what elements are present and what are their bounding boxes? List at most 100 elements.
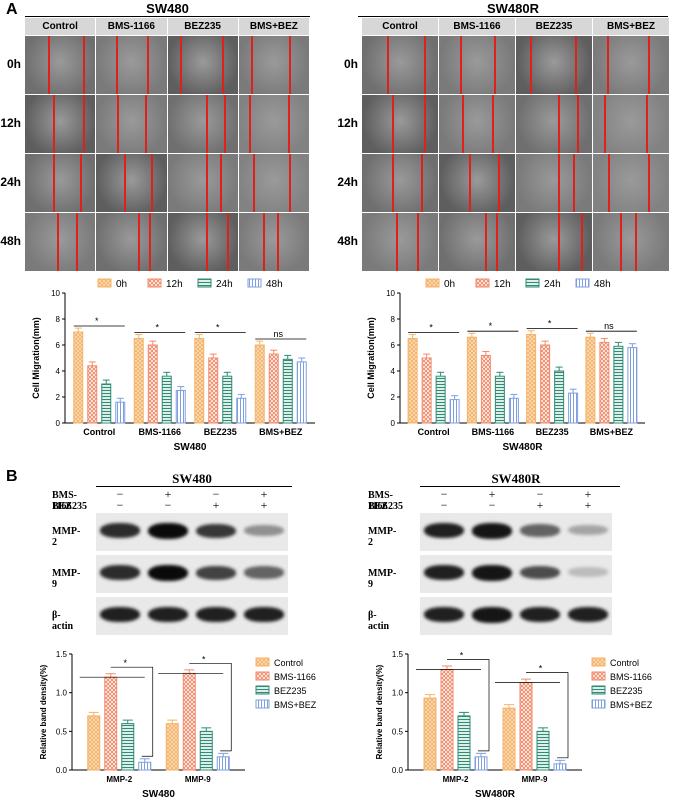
y-tick-label: 6 — [391, 341, 396, 350]
protein-label: MMP-2 — [52, 526, 81, 548]
treatment-sign: + — [584, 487, 592, 501]
scratch-edge-line — [392, 95, 395, 153]
bar — [508, 397, 519, 424]
scratch-edge-line — [484, 213, 487, 271]
scratch-col-header: BMS+BEZ — [593, 18, 669, 35]
scratch-row-label: 12h — [0, 116, 21, 130]
scratch-image — [25, 154, 96, 212]
scratch-edge-line — [138, 213, 141, 271]
category-label: BMS+BEZ — [259, 427, 303, 437]
treatment-sign: − — [212, 487, 220, 501]
legend-swatch — [255, 699, 270, 709]
scratch-row-label: 24h — [0, 175, 21, 189]
sw480r-scratch-title: SW480R — [486, 1, 540, 16]
significance-mark: * — [429, 323, 433, 333]
scratch-col-header: BEZ235 — [167, 18, 238, 35]
bar — [296, 361, 307, 424]
blot-band — [100, 565, 140, 581]
blot-band — [148, 565, 188, 581]
scratch-edge-line — [573, 154, 575, 212]
category-label: MMP-2 — [443, 775, 469, 784]
bar — [138, 761, 152, 771]
y-tick-label: 0 — [56, 419, 61, 428]
scratch-edge-line — [223, 95, 226, 153]
scratch-edge-line — [124, 154, 127, 212]
category-label: BEZ235 — [204, 427, 237, 437]
blot-band — [568, 525, 608, 536]
protein-label: β-actin — [368, 610, 390, 632]
scratch-col-header: BEZ235 — [516, 18, 592, 35]
bar — [407, 338, 418, 424]
bar — [222, 375, 233, 424]
scratch-image — [96, 95, 167, 153]
y-tick-label: 2 — [391, 393, 396, 402]
legend-swatch — [591, 657, 606, 667]
scratch-edge-line — [180, 36, 183, 94]
scratch-edge-line — [461, 95, 464, 153]
scratch-edge-line — [493, 36, 496, 94]
bar — [236, 397, 247, 424]
blot-band — [568, 567, 608, 577]
scratch-edge-line — [387, 36, 390, 94]
blot-band — [196, 523, 236, 538]
bar — [553, 763, 567, 771]
significance-mark: * — [155, 323, 159, 333]
treatment-label: BEZ235 — [52, 501, 88, 512]
legend-label: 24h — [544, 279, 561, 290]
bar — [568, 392, 579, 424]
legend-swatch — [525, 278, 540, 288]
scratch-image — [439, 213, 515, 271]
significance-mark: * — [123, 658, 127, 668]
scratch-image — [167, 213, 238, 271]
treatment-label: BMS-1166 — [52, 490, 77, 512]
legend-swatch — [591, 699, 606, 709]
significance-mark: * — [548, 319, 552, 329]
scratch-edge-line — [529, 36, 532, 94]
legend-swatch — [591, 685, 606, 695]
blot-band — [472, 607, 512, 623]
significance-mark: * — [489, 321, 493, 331]
bar — [216, 756, 230, 771]
treatment-sign: + — [260, 498, 268, 512]
y-tick-label: 0 — [391, 419, 396, 428]
scratch-image — [238, 154, 309, 212]
bar — [423, 697, 437, 771]
bar — [104, 676, 118, 771]
bar — [161, 375, 172, 424]
legend-label: Control — [274, 658, 303, 668]
bar — [474, 756, 488, 771]
treatment-sign: − — [116, 498, 124, 512]
scratch-image — [238, 95, 309, 153]
y-tick-label: 4 — [391, 367, 396, 376]
blot-band — [424, 565, 464, 581]
bar — [466, 336, 477, 424]
significance-mark: ns — [604, 321, 614, 331]
y-tick-label: 10 — [51, 289, 60, 298]
scratch-image — [167, 95, 238, 153]
bar — [208, 357, 219, 424]
significance-bracket — [495, 672, 569, 759]
treatment-sign: − — [116, 487, 124, 501]
scratch-image — [362, 95, 438, 153]
treatment-sign: + — [488, 487, 496, 501]
scratch-edge-line — [575, 36, 578, 94]
scratch-edge-line — [145, 95, 148, 153]
legend-label: 12h — [166, 279, 183, 290]
bar — [282, 358, 293, 424]
scratch-edge-line — [82, 36, 85, 94]
legend-label: 48h — [594, 279, 611, 290]
scratch-edge-line — [151, 154, 154, 212]
significance-bracket — [79, 666, 154, 757]
significance-mark: * — [95, 316, 99, 326]
legend-label: BMS+BEZ — [610, 700, 653, 710]
migration-chart-sw480r: 0h 12h 24h 48h 0 2 4 6 8 10 Cell Migration(mm) SW48… — [366, 278, 645, 453]
blot-band — [424, 607, 464, 623]
scratch-row-label: 48h — [337, 234, 358, 248]
bar — [182, 672, 196, 771]
bar — [133, 338, 144, 424]
legend-label: BMS-1166 — [274, 672, 316, 682]
category-label: BEZ235 — [536, 427, 569, 437]
protein-label: β-actin — [52, 610, 74, 632]
bar — [268, 353, 279, 424]
scratch-image — [439, 95, 515, 153]
